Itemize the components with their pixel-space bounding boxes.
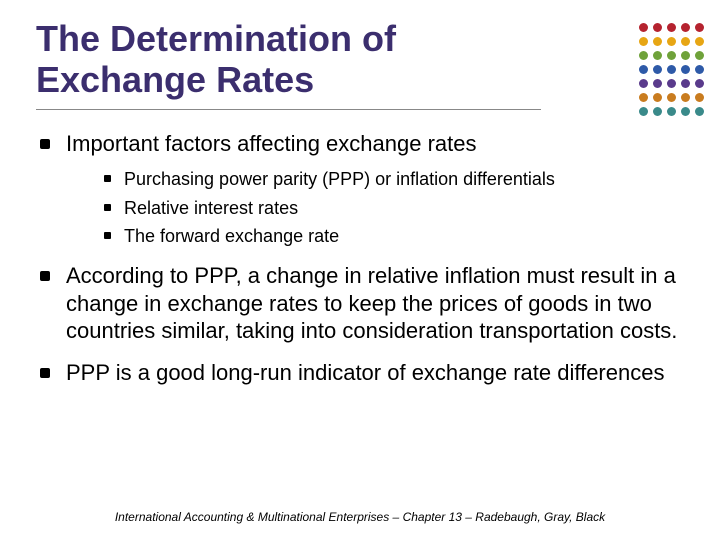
dot-icon [639, 23, 648, 32]
dot-icon [695, 37, 704, 46]
dot-icon [667, 107, 676, 116]
dot-icon [653, 37, 662, 46]
bullet-list: Important factors affecting exchange rat… [36, 130, 684, 386]
dot-icon [695, 23, 704, 32]
dot-icon [667, 37, 676, 46]
dot-icon [639, 65, 648, 74]
bullet-3: PPP is a good long-run indicator of exch… [36, 359, 684, 387]
decorative-dots [636, 20, 706, 118]
bullet-1-sub-3-text: The forward exchange rate [124, 226, 339, 246]
slide-title: The Determination of Exchange Rates [36, 18, 684, 101]
dot-icon [667, 51, 676, 60]
dot-icon [695, 107, 704, 116]
bullet-1: Important factors affecting exchange rat… [36, 130, 684, 248]
bullet-1-sub-1-text: Purchasing power parity (PPP) or inflati… [124, 169, 555, 189]
dot-icon [681, 23, 690, 32]
slide: The Determination of Exchange Rates Impo… [0, 0, 720, 540]
bullet-1-sub-2-text: Relative interest rates [124, 198, 298, 218]
bullet-1-sub-1: Purchasing power parity (PPP) or inflati… [100, 167, 684, 191]
bullet-1-sublist: Purchasing power parity (PPP) or inflati… [66, 167, 684, 248]
title-underline [36, 109, 541, 110]
dot-icon [695, 51, 704, 60]
bullet-2: According to PPP, a change in relative i… [36, 262, 684, 345]
dot-icon [695, 93, 704, 102]
dot-icon [639, 93, 648, 102]
dot-icon [667, 93, 676, 102]
dot-icon [639, 107, 648, 116]
dot-icon [653, 79, 662, 88]
bullet-1-sub-3: The forward exchange rate [100, 224, 684, 248]
dot-icon [653, 65, 662, 74]
dot-icon [667, 65, 676, 74]
dot-icon [667, 23, 676, 32]
dot-icon [681, 51, 690, 60]
dot-icon [653, 93, 662, 102]
dot-icon [653, 23, 662, 32]
title-line-2: Exchange Rates [36, 59, 314, 100]
title-line-1: The Determination of [36, 18, 396, 59]
dot-icon [653, 107, 662, 116]
dot-icon [639, 51, 648, 60]
dot-icon [639, 37, 648, 46]
dot-icon [681, 65, 690, 74]
dot-icon [639, 79, 648, 88]
dot-icon [681, 37, 690, 46]
slide-footer: International Accounting & Multinational… [0, 510, 720, 524]
bullet-1-text: Important factors affecting exchange rat… [66, 131, 477, 156]
dot-icon [695, 65, 704, 74]
dot-icon [667, 79, 676, 88]
dot-icon [695, 79, 704, 88]
bullet-1-sub-2: Relative interest rates [100, 196, 684, 220]
dot-icon [681, 93, 690, 102]
slide-content: Important factors affecting exchange rat… [36, 130, 684, 386]
dot-icon [681, 107, 690, 116]
bullet-2-text: According to PPP, a change in relative i… [66, 263, 677, 343]
dot-icon [653, 51, 662, 60]
dot-icon [681, 79, 690, 88]
bullet-3-text: PPP is a good long-run indicator of exch… [66, 360, 664, 385]
